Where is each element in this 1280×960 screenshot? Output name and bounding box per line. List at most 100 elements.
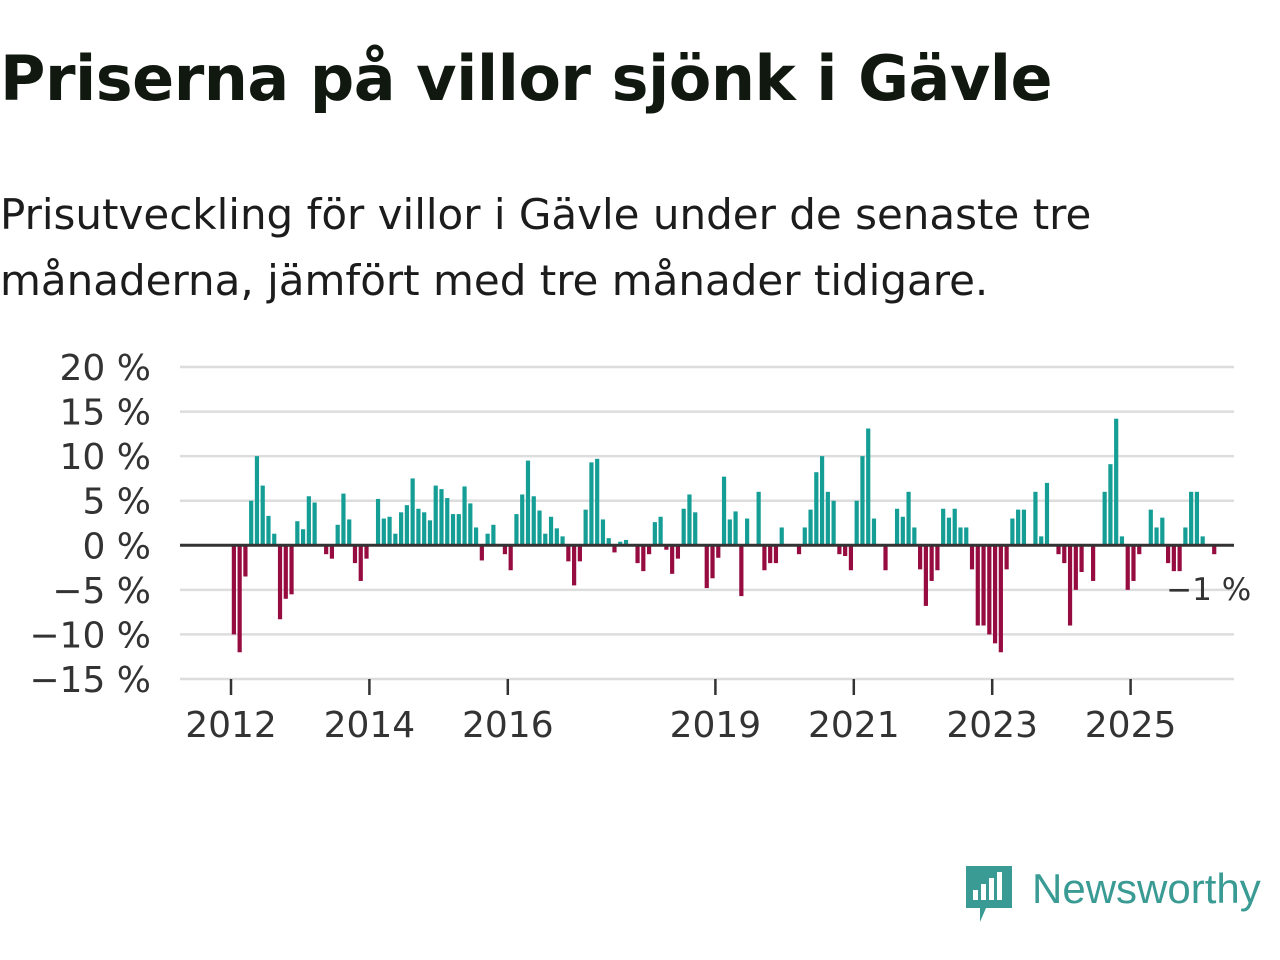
bar-positive (1102, 491, 1107, 546)
bar-positive (341, 493, 346, 546)
bar-positive (1194, 491, 1200, 546)
bar-positive (681, 508, 686, 546)
bar-positive (779, 527, 784, 546)
x-tick-label: 2012 (185, 705, 277, 746)
bar-positive (756, 491, 761, 546)
bar-positive (306, 496, 311, 546)
bar-negative (918, 545, 923, 570)
y-tick-label: 5 % (82, 482, 151, 523)
bar-negative (773, 545, 779, 564)
bar-negative (243, 545, 248, 577)
bar-positive (1160, 517, 1165, 546)
bar-negative (352, 545, 358, 564)
x-tick-label: 2016 (462, 705, 554, 746)
newsworthy-logo-icon (966, 866, 1012, 922)
bar-positive (520, 494, 525, 546)
bar-negative (992, 545, 998, 644)
chart-subtitle: Prisutveckling för villor i Gävle under … (0, 190, 1092, 305)
brand-name: Newsworthy (1032, 865, 1261, 912)
bar-positive (658, 516, 663, 546)
bar-negative (1177, 545, 1182, 572)
x-tick-label: 2025 (1085, 705, 1177, 746)
bar-negative (843, 545, 848, 556)
y-tick-label: 20 % (60, 348, 151, 389)
bar-negative (796, 545, 802, 555)
bar-negative (572, 545, 577, 586)
x-tick-label: 2021 (808, 705, 900, 746)
bar-positive (548, 516, 554, 546)
bar-positive (721, 476, 727, 546)
bar-negative (664, 545, 669, 550)
bar-negative (670, 545, 675, 574)
bar-positive (300, 529, 306, 546)
bar-negative (768, 545, 773, 564)
x-tick-label: 2023 (946, 705, 1038, 746)
bar-negative (479, 545, 484, 561)
bar-positive (808, 509, 813, 546)
bar-positive (266, 515, 271, 546)
y-axis-tick-labels: 20 %15 %10 %5 %0 %−5 %−10 %−15 % (29, 348, 151, 701)
bar-positive (485, 533, 490, 546)
bar-negative (710, 545, 715, 579)
bar-positive (537, 510, 542, 546)
bar-negative (231, 545, 236, 635)
bar-positive (906, 491, 911, 546)
bar-positive (589, 462, 594, 546)
bar-positive (1039, 536, 1044, 546)
bar-positive (1044, 482, 1050, 546)
bar-positive (335, 524, 340, 546)
bar-positive (693, 512, 698, 546)
bar-positive (272, 533, 277, 546)
gridlines (180, 365, 1234, 681)
bar-positive (1033, 491, 1038, 546)
bar-positive (1200, 536, 1205, 546)
bar-positive (468, 503, 473, 546)
bar-positive (249, 500, 254, 546)
y-tick-label: 0 % (82, 526, 151, 567)
y-tick-label: −10 % (29, 615, 151, 656)
bar-positive (1114, 418, 1119, 546)
bar-positive (416, 508, 421, 546)
bar-negative (283, 545, 288, 599)
bar-positive (583, 509, 588, 546)
bar-negative (987, 545, 992, 635)
bar-negative (1171, 545, 1176, 572)
bar-negative (508, 545, 513, 571)
bar-positive (399, 512, 404, 546)
last-value-annotation: −1 % (1166, 572, 1251, 608)
chart-title: Priserna på villor sjönk i Gävle (0, 42, 1053, 115)
bar-negative (929, 545, 934, 581)
bar-positive (958, 527, 963, 546)
bar-positive (427, 520, 433, 546)
bar-positive (912, 527, 917, 546)
bar-negative (981, 545, 986, 626)
bar-positive (1016, 509, 1021, 546)
y-tick-label: 10 % (60, 437, 151, 478)
bar-positive (854, 500, 859, 546)
bar-negative (1125, 545, 1130, 590)
bar-positive (946, 517, 952, 546)
bar-negative (1091, 545, 1096, 581)
bar-positive (941, 508, 946, 546)
bar-negative (277, 545, 283, 620)
bar-positive (727, 519, 732, 546)
bar-positive (1021, 509, 1027, 546)
bar-positive (295, 521, 300, 546)
bar-negative (1165, 545, 1171, 564)
bar-positive (595, 458, 600, 546)
bar-positive (462, 486, 467, 546)
bar-positive (652, 522, 657, 546)
bar-positive (814, 472, 819, 546)
bar-negative (1073, 545, 1078, 590)
bar-positive (450, 514, 456, 546)
x-axis-ticks: 2012 2014 2016 2019 2021 2023 2025 (185, 679, 1176, 746)
bar-negative (975, 545, 980, 626)
bar-negative (969, 545, 975, 570)
bar-negative (762, 545, 767, 571)
bar-positive (1119, 536, 1125, 546)
bar-negative (1062, 545, 1067, 564)
last-value-label: −1 % (1166, 572, 1251, 608)
bar-positive (433, 485, 438, 546)
bar-negative (1079, 545, 1084, 573)
bar-negative (237, 545, 242, 653)
